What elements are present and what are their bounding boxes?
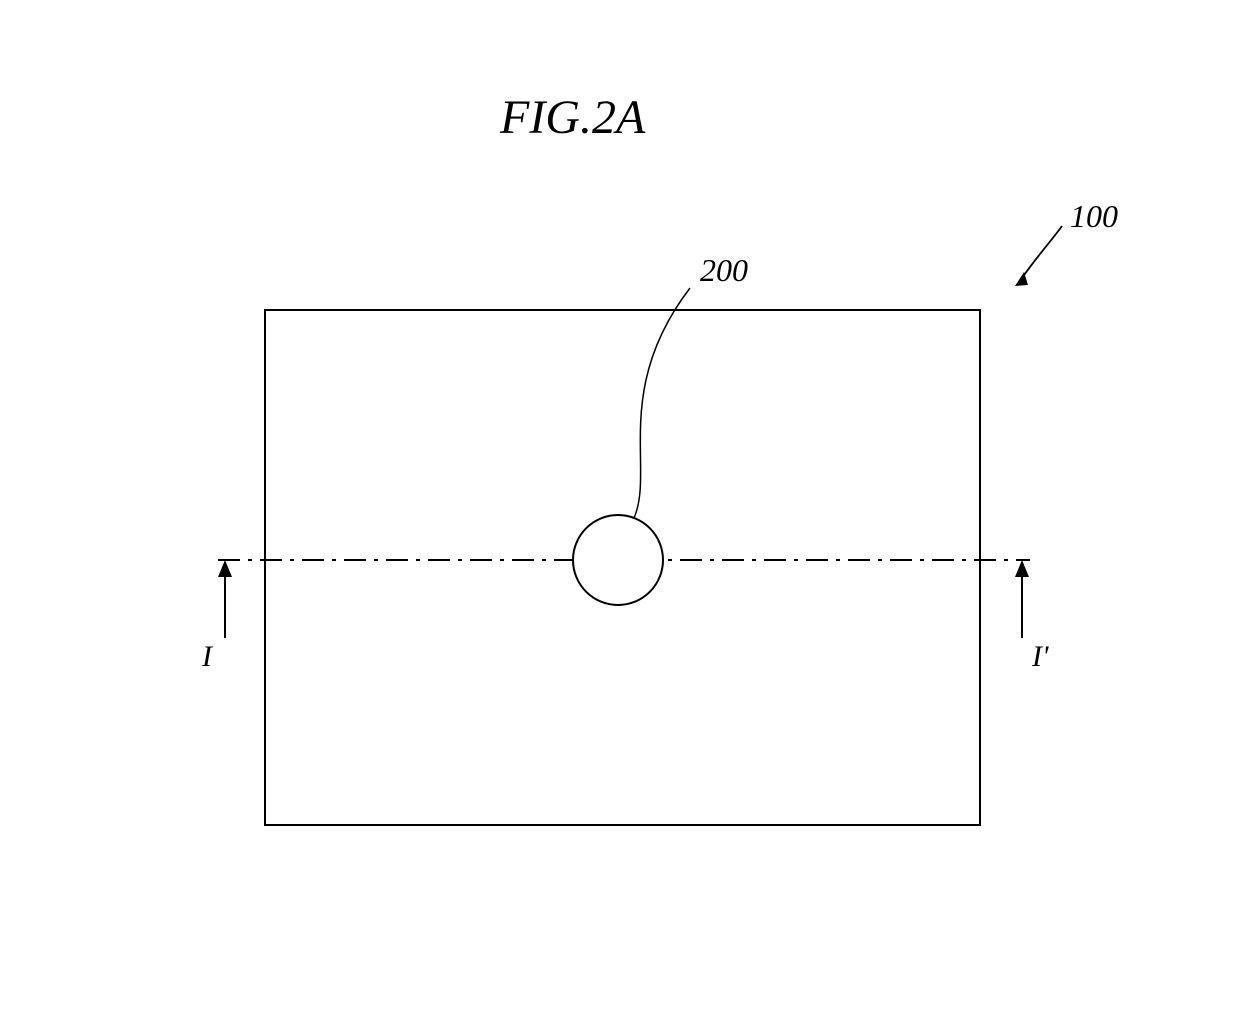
- arrow-left-head: [218, 560, 232, 577]
- figure-svg: [0, 0, 1240, 1019]
- center-circle: [573, 515, 663, 605]
- label-100: 100: [1070, 198, 1118, 235]
- label-section-I: I: [202, 640, 212, 674]
- figure-container: FIG.2A 200 100 I I': [0, 0, 1240, 1019]
- leader-100: [1022, 226, 1062, 278]
- leader-200: [634, 288, 690, 518]
- label-section-I-prime: I': [1032, 640, 1048, 674]
- figure-title: FIG.2A: [500, 90, 645, 145]
- label-200: 200: [700, 252, 748, 289]
- arrow-right-head: [1015, 560, 1029, 577]
- leader-100-arrowhead: [1015, 272, 1028, 286]
